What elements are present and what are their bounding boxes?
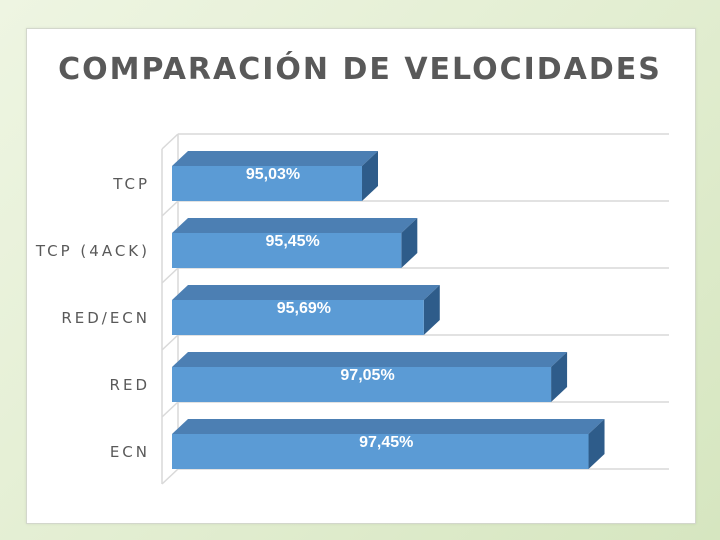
category-label: ECN xyxy=(110,443,150,461)
category-label: RED xyxy=(110,376,150,394)
data-label: 95,69% xyxy=(277,300,331,317)
category-label: TCP (4ACK) xyxy=(35,242,150,260)
gridline-depth xyxy=(161,200,179,217)
category-label: TCP xyxy=(112,175,150,193)
bar xyxy=(172,434,589,469)
bar-top xyxy=(172,285,440,300)
data-label: 95,03% xyxy=(246,166,300,183)
bar-side xyxy=(362,151,379,201)
bar-side xyxy=(551,352,568,402)
bar xyxy=(172,367,552,402)
gridline-depth xyxy=(161,401,179,418)
bar-side xyxy=(401,218,418,268)
bar xyxy=(172,300,424,335)
category-label: RED/ECN xyxy=(61,309,150,327)
data-label: 97,45% xyxy=(359,434,413,451)
chart-title: COMPARACIÓN DE VELOCIDADES xyxy=(58,52,662,87)
gridline-depth xyxy=(161,334,179,351)
data-label: 97,05% xyxy=(340,367,394,384)
bar-side xyxy=(423,285,440,335)
bar-top xyxy=(172,218,418,233)
bar xyxy=(172,233,402,268)
gridline-depth xyxy=(161,468,179,485)
bar-top xyxy=(172,151,379,166)
data-label: 95,45% xyxy=(266,233,320,250)
bar xyxy=(172,166,363,201)
bar-side xyxy=(588,419,605,469)
gridline-depth xyxy=(161,267,179,284)
bar-top xyxy=(172,352,568,367)
gridline-depth xyxy=(161,133,179,150)
bar-top xyxy=(172,419,605,434)
